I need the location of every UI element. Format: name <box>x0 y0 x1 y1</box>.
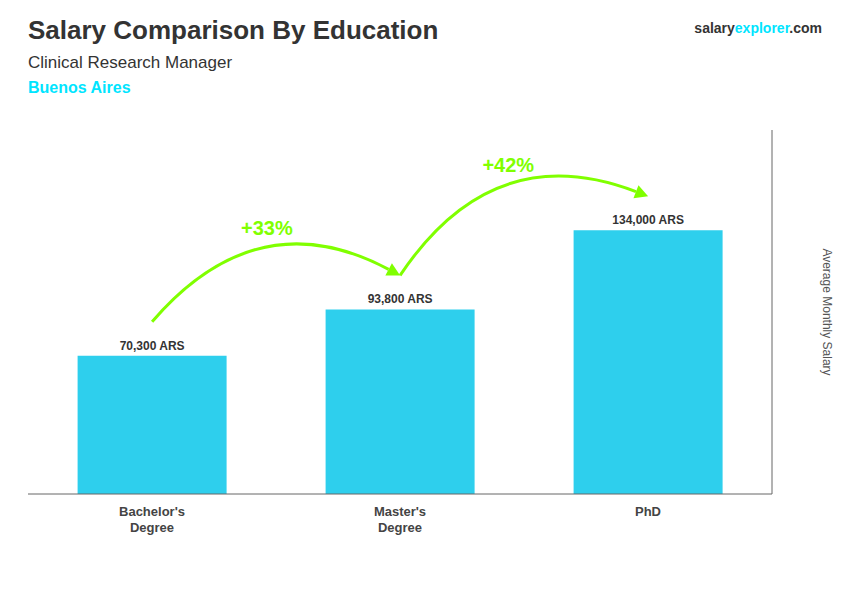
svg-text:+42%: +42% <box>482 154 534 176</box>
html-text:Clinical Research Manager: Clinical Research Manager <box>28 53 233 72</box>
svg-text:Bachelor'sDegree: Bachelor'sDegree <box>119 504 185 535</box>
html-text:salary explorer.com: salary explorer.com <box>694 20 822 36</box>
svg-text:134,000 ARS: 134,000 ARS <box>612 213 684 227</box>
svg-text:Master'sDegree: Master'sDegree <box>374 504 426 535</box>
svg-text:70,300 ARS: 70,300 ARS <box>120 339 185 353</box>
svg-text:Average Monthly Salary: Average Monthly Salary <box>820 248 834 375</box>
html-text:Salary Comparison By Education: Salary Comparison By Education <box>28 15 439 45</box>
svg-text:PhD: PhD <box>635 504 661 519</box>
html-text:Buenos Aires: Buenos Aires <box>28 79 131 96</box>
svg-text:+33%: +33% <box>241 217 293 239</box>
svg-text:93,800 ARS: 93,800 ARS <box>368 292 433 306</box>
